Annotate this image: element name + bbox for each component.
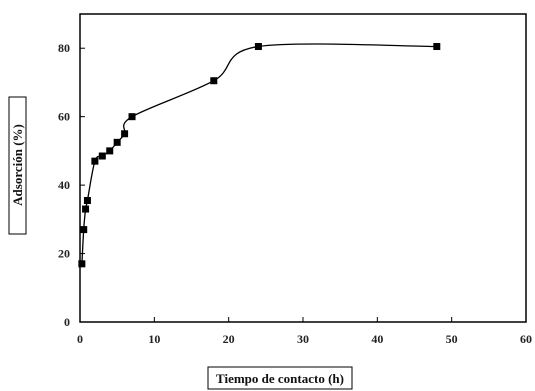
x-axis-title-box	[207, 366, 353, 390]
data-point	[433, 43, 441, 51]
data-point	[80, 226, 88, 234]
y-axis-title: Adsorción (%)	[10, 124, 25, 206]
data-point	[91, 157, 99, 165]
x-tick-label: 0	[77, 332, 83, 346]
data-point	[78, 260, 86, 268]
data-point	[83, 197, 91, 205]
y-tick-label: 60	[58, 110, 70, 124]
x-tick-label: 20	[223, 332, 235, 346]
x-tick-label: 10	[148, 332, 160, 346]
data-point	[98, 152, 106, 160]
y-tick-label: 40	[58, 178, 70, 192]
x-tick-label: 40	[371, 332, 383, 346]
series-line	[81, 43, 437, 264]
data-point	[121, 130, 129, 138]
x-tick-label: 30	[297, 332, 309, 346]
data-point	[128, 113, 136, 121]
series-markers	[78, 43, 441, 268]
data-point	[113, 138, 121, 146]
x-axis: 0 10 20 30 40 50 60	[77, 317, 532, 346]
data-point	[106, 147, 114, 155]
y-axis: 0 20 40 60 80	[58, 41, 85, 329]
data-point	[82, 205, 90, 213]
y-tick-label: 80	[58, 41, 70, 55]
data-point	[254, 43, 262, 51]
data-point	[210, 77, 218, 85]
y-tick-label: 20	[58, 247, 70, 261]
plot-frame	[79, 13, 527, 323]
x-tick-label: 50	[446, 332, 458, 346]
y-axis-title-box	[8, 96, 27, 235]
y-tick-label: 0	[64, 315, 70, 329]
x-tick-label: 60	[520, 332, 532, 346]
x-axis-title: Tiempo de contacto (h)	[216, 371, 344, 386]
